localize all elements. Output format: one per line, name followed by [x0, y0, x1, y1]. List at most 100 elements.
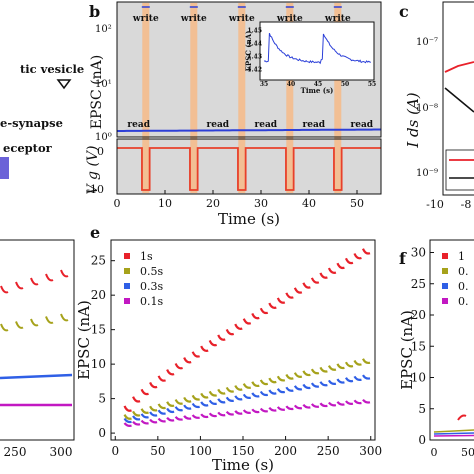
e-mark-0-1 [132, 396, 141, 403]
e-mark-3-7 [183, 415, 192, 420]
e-mark-0-2 [140, 388, 149, 396]
b-ytick-top-1: 10¹ [95, 79, 112, 90]
e-ytick-1: 5 [98, 392, 106, 406]
e-mark-3-27 [353, 399, 362, 405]
e-mark-0-15 [251, 313, 260, 320]
e-mark-3-23 [319, 402, 328, 408]
e-mark-0-27 [353, 253, 362, 260]
e-mark-0-9 [200, 345, 209, 352]
e-mark-3-26 [345, 400, 354, 405]
f-legend-label-3: 0. [458, 295, 469, 308]
read-label-first: read [127, 120, 150, 130]
e-mark-1-26 [344, 361, 354, 368]
e-mark-0-28 [361, 248, 371, 255]
e-mark-2-16 [259, 390, 269, 397]
gate-voltage-trace [117, 147, 381, 191]
e-mark-3-25 [336, 401, 345, 406]
write-band-1 [190, 3, 198, 193]
read-label-3: read [351, 120, 374, 130]
write-label-0: write [132, 14, 159, 24]
e-mark-3-16 [259, 407, 269, 413]
d-mark-0-0 [0, 285, 9, 294]
e-xtick-4: 200 [274, 444, 297, 458]
e-mark-0-22 [310, 277, 320, 284]
d-mark-0-1 [15, 281, 24, 290]
e-legend-swatch-2 [124, 283, 130, 289]
panel-d-marks [0, 269, 73, 407]
e-mark-3-10 [208, 412, 217, 418]
b-xtick-4: 40 [302, 197, 316, 210]
e-mark-2-23 [319, 381, 328, 387]
b-xtick-2: 20 [206, 197, 220, 210]
e-mark-2-2 [140, 413, 149, 419]
d-mark-1-0 [0, 323, 9, 332]
e-mark-3-15 [251, 408, 260, 414]
e-mark-3-8 [191, 414, 200, 419]
b-xtick-5: 50 [350, 197, 364, 210]
e-mark-2-6 [174, 406, 183, 412]
e-mark-0-4 [157, 375, 166, 382]
epsc-trace [117, 128, 381, 132]
e-mark-2-3 [149, 411, 158, 417]
b-xlabel: Time (s) [218, 210, 280, 228]
e-mark-0-3 [149, 381, 158, 389]
e-mark-1-15 [251, 381, 260, 388]
e-mark-3-28 [362, 398, 371, 404]
e-mark-3-20 [293, 404, 303, 410]
c-red-curve [444, 61, 474, 73]
e-mark-1-21 [302, 370, 311, 377]
b-ytick-bottom-1: -10 [86, 183, 104, 196]
panel-b-bottom-frame [116, 138, 382, 195]
e-mark-0-26 [344, 257, 354, 265]
e-mark-3-21 [302, 403, 311, 409]
panel-c-label: c [399, 2, 409, 21]
c-black-curve [444, 87, 474, 113]
f-ytick-0: 0 [418, 433, 426, 447]
e-mark-0-25 [336, 262, 345, 270]
e-legend: 1s 0.5s 0.3s 0.1s [124, 250, 163, 308]
panel-b-top-frame [116, 1, 382, 138]
e-ytick-4: 20 [91, 288, 106, 302]
e-mark-1-20 [293, 372, 303, 378]
e-mark-0-8 [191, 351, 201, 358]
c-xtick-0: -10 [426, 198, 444, 211]
e-ytick-2: 10 [91, 357, 106, 371]
e-mark-3-18 [276, 406, 286, 411]
write-label-3: write [276, 14, 303, 24]
e-legend-swatch-3 [124, 298, 130, 304]
e-mark-0-19 [285, 292, 294, 299]
panel-a-text-receptor: eceptor [3, 141, 53, 155]
f-legend-swatch-1 [442, 268, 448, 274]
panel-a-text-synapse: e-synapse [0, 116, 63, 130]
e-xtick-6: 300 [359, 444, 382, 458]
e-mark-2-18 [276, 388, 286, 394]
e-mark-2-11 [217, 398, 226, 404]
read-labels: read read read read read [127, 120, 373, 130]
inset-y-ticks: 1.45 1.44 1.43 1.42 [247, 28, 262, 74]
e-x-ticks: 0 50 100 150 200 250 300 [111, 436, 382, 458]
e-legend-label-3: 0.1s [140, 295, 163, 308]
write-label-1: write [180, 14, 207, 24]
e-mark-2-5 [166, 407, 175, 414]
inset-xtick-2: 45 [314, 81, 322, 88]
e-mark-2-25 [336, 378, 345, 384]
inset-ylabel: EPSC (nA) [244, 31, 253, 72]
panel-f-label: f [399, 249, 407, 268]
f-line-olive [433, 429, 474, 433]
write-label-2: write [228, 14, 255, 24]
e-xtick-0: 0 [111, 444, 119, 458]
e-ytick-5: 25 [91, 254, 106, 268]
panel-f-marks [433, 414, 474, 437]
e-mark-3-24 [328, 401, 337, 407]
e-mark-2-13 [234, 395, 243, 401]
panel-e: e 0 5 10 15 20 25 0 50 100 150 200 250 300 1s 0.5s 0.… [75, 223, 382, 474]
f-mark-red [457, 414, 467, 421]
e-mark-2-17 [268, 389, 277, 395]
inset-ytick-2: 1.43 [247, 54, 262, 61]
e-mark-3-6 [174, 416, 183, 421]
e-mark-1-19 [285, 373, 294, 380]
write-pulse-bands [142, 3, 342, 193]
e-mark-1-1 [132, 410, 141, 417]
f-xtick-1: 50 [461, 446, 474, 459]
